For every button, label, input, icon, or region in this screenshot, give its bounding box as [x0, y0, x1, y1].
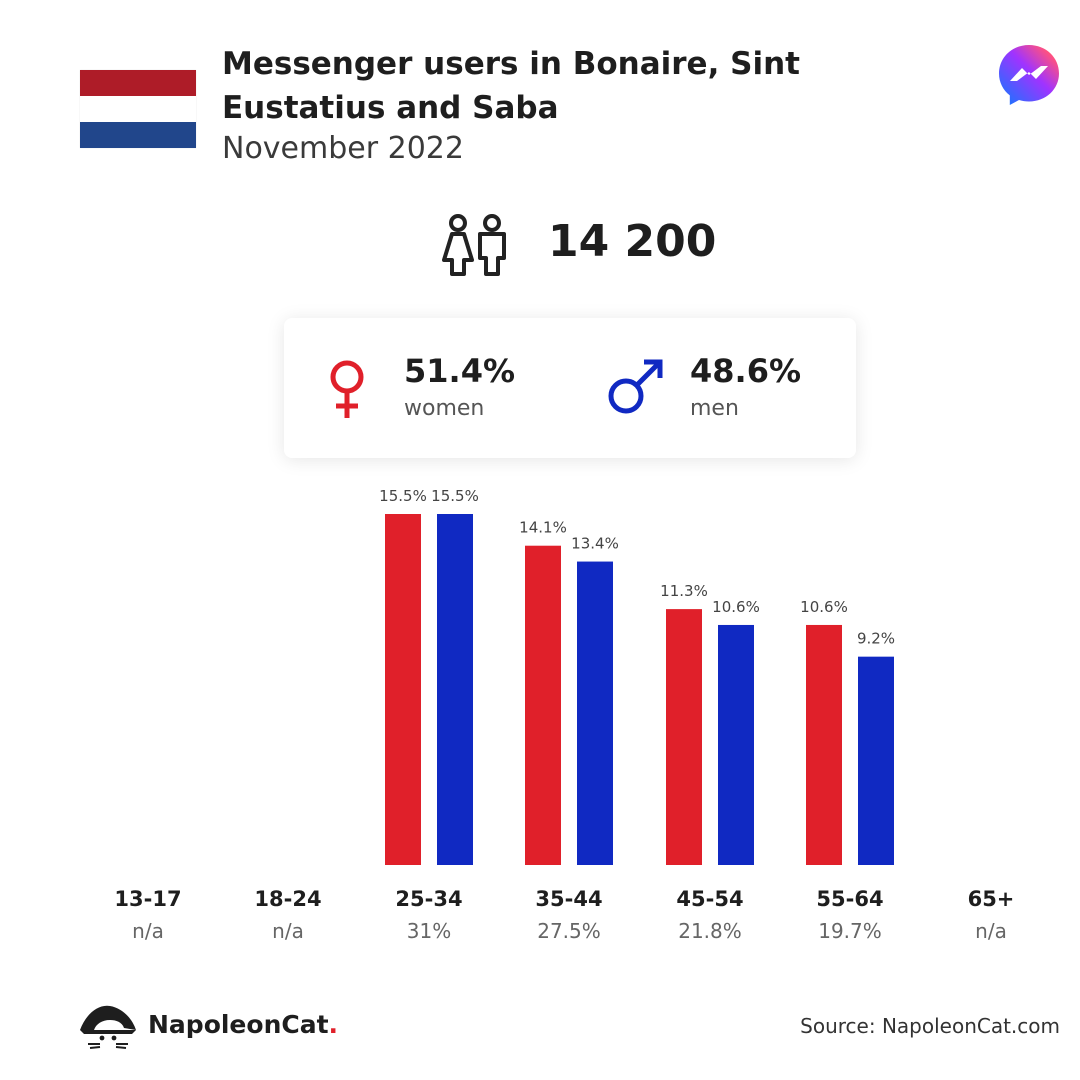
category-label: 25-34 — [395, 887, 462, 911]
chart-subtitle: November 2022 — [222, 131, 464, 166]
country-flag — [80, 70, 196, 148]
age-bar-chart: 13-17n/a18-24n/a15.5% 15.5%25-3431%14.1%1… — [114, 487, 1015, 943]
category-total: n/a — [975, 919, 1007, 943]
bar-value-label: 9.2% — [857, 630, 895, 648]
napoleoncat-logo-icon — [80, 1005, 136, 1049]
category-label: 45-54 — [676, 887, 743, 911]
bar-value-label: 14.1% — [519, 519, 567, 537]
female-symbol-icon — [330, 360, 364, 418]
bar-value-label: 13.4% — [571, 535, 619, 553]
category-total: 19.7% — [818, 919, 882, 943]
people-icon — [442, 214, 506, 276]
category-total: 27.5% — [537, 919, 601, 943]
bar-value-label: 10.6% — [712, 598, 760, 616]
women-label: women — [404, 396, 485, 421]
category-label: 65+ — [968, 887, 1015, 911]
bar-value-label: 15.5% — [431, 487, 479, 505]
bar-women-55-64 — [806, 624, 842, 865]
gender-split-card: 51.4% women 48.6% men — [284, 318, 856, 458]
brand-dot: . — [328, 1010, 339, 1039]
category-label: 35-44 — [535, 887, 602, 911]
total-users-value: 14 200 — [548, 216, 717, 267]
men-label: men — [690, 396, 739, 421]
bar-men-55-64 — [858, 656, 894, 865]
category-total: n/a — [132, 919, 164, 943]
bar-women-45-54 — [666, 609, 702, 865]
women-percentage: 51.4% — [404, 352, 516, 390]
bar-men-35-44 — [577, 561, 613, 865]
brand-name: NapoleonCat. — [148, 1010, 338, 1039]
bar-men-25-34 — [437, 514, 473, 865]
men-percentage: 48.6% — [690, 352, 802, 390]
category-label: 18-24 — [254, 887, 321, 911]
male-symbol-icon — [608, 359, 663, 414]
source-text: Source: NapoleonCat.com — [800, 1014, 1060, 1038]
category-label: 13-17 — [114, 887, 181, 911]
category-total: 21.8% — [678, 919, 742, 943]
bar-value-label: 15.5% — [379, 487, 427, 505]
bar-value-label: 10.6% — [800, 598, 848, 616]
bar-women-25-34 — [385, 514, 421, 865]
category-total: n/a — [272, 919, 304, 943]
messenger-logo-icon — [999, 45, 1059, 105]
chart-title: Messenger users in Bonaire, Sint Eustati… — [222, 46, 800, 126]
brand-text: NapoleonCat — [148, 1010, 329, 1039]
bar-women-35-44 — [525, 545, 561, 865]
bar-value-label: 11.3% — [660, 582, 708, 600]
category-total: 31% — [407, 919, 451, 943]
bar-men-45-54 — [718, 624, 754, 865]
category-label: 55-64 — [816, 887, 883, 911]
